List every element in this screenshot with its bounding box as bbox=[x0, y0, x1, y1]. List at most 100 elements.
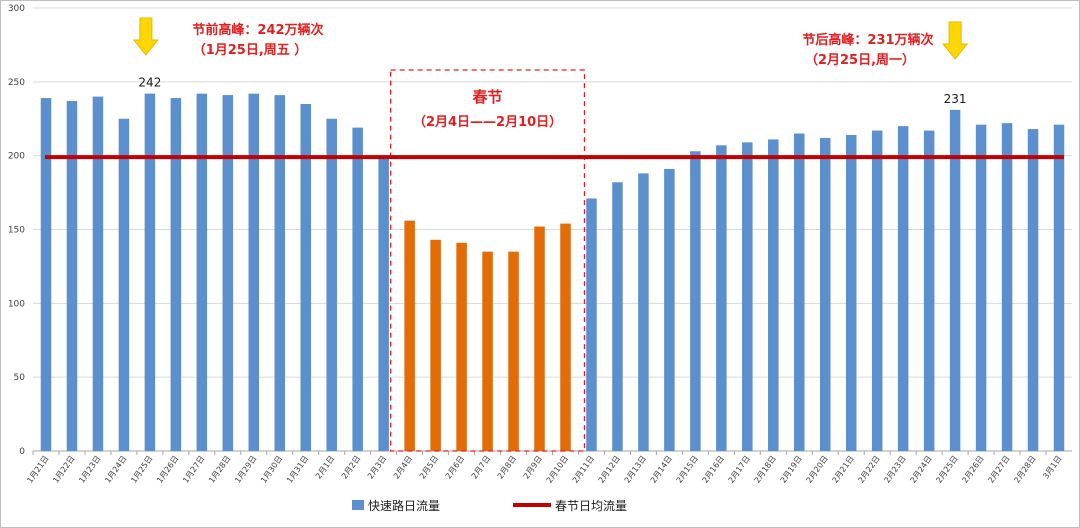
holiday-title: 春节 bbox=[473, 88, 503, 106]
bar bbox=[326, 118, 337, 451]
x-tick-label: 2月13日 bbox=[623, 454, 648, 485]
bar bbox=[196, 93, 208, 451]
bar bbox=[897, 126, 909, 451]
y-tick-label: 250 bbox=[8, 78, 25, 88]
y-tick-label: 0 bbox=[19, 447, 25, 457]
y-axis-ticks: 0 50 100 150 200 250 300 bbox=[8, 4, 25, 457]
bar bbox=[378, 157, 389, 452]
x-tick-label: 1月23日 bbox=[77, 454, 102, 485]
x-tick-label: 2月10日 bbox=[545, 454, 570, 485]
bar bbox=[612, 182, 623, 451]
bar bbox=[871, 130, 883, 451]
bar bbox=[1027, 129, 1039, 451]
bar bbox=[716, 145, 727, 451]
y-tick-label: 300 bbox=[8, 4, 25, 14]
x-tick-label: 2月5日 bbox=[418, 454, 440, 481]
x-tick-label: 1月31日 bbox=[285, 454, 310, 485]
x-tick-label: 2月16日 bbox=[701, 454, 726, 485]
bar bbox=[482, 251, 493, 451]
x-axis-ticks: 1月21日 1月22日 1月23日 1月24日 1月25日 1月26日 1月27日 1月28日… bbox=[25, 451, 1064, 485]
legend-swatch bbox=[352, 500, 364, 510]
x-tick-label: 2月3日 bbox=[366, 454, 388, 481]
bar bbox=[456, 242, 467, 451]
annotation-line: 节前高峰：242万辆次 bbox=[192, 22, 323, 38]
down-arrow-icon bbox=[132, 17, 159, 56]
bar bbox=[222, 95, 234, 451]
peak-label: 231 bbox=[944, 92, 967, 106]
x-tick-label: 1月21日 bbox=[25, 454, 50, 485]
holiday-subtitle: （2月4日——2月10日） bbox=[413, 114, 562, 130]
x-tick-label: 2月14日 bbox=[649, 454, 674, 485]
holiday-box: 春节 （2月4日——2月10日） bbox=[389, 69, 586, 452]
x-tick-label: 2月17日 bbox=[727, 454, 752, 485]
x-tick-label: 1月25日 bbox=[129, 454, 154, 485]
x-tick-label: 2月28日 bbox=[1012, 454, 1037, 485]
x-tick-label: 2月21日 bbox=[831, 454, 856, 485]
bar bbox=[1001, 123, 1013, 452]
bar bbox=[66, 101, 78, 451]
y-tick-label: 200 bbox=[8, 152, 25, 162]
bar bbox=[819, 137, 831, 452]
x-tick-label: 2月8日 bbox=[496, 454, 518, 481]
bar bbox=[845, 134, 857, 451]
annotation-line: （1月25日,周五 ） bbox=[193, 42, 308, 58]
annotation-line: （2月25日,周一） bbox=[805, 52, 915, 68]
x-tick-label: 2月26日 bbox=[960, 454, 985, 485]
bar bbox=[118, 118, 130, 451]
bar bbox=[768, 139, 779, 451]
bar bbox=[638, 173, 649, 452]
bars bbox=[40, 93, 1065, 452]
x-tick-label: 1月22日 bbox=[51, 454, 76, 485]
bar bbox=[949, 109, 961, 451]
x-tick-label: 2月1日 bbox=[314, 454, 336, 481]
y-tick-label: 150 bbox=[8, 226, 25, 236]
bar bbox=[248, 93, 260, 451]
x-tick-label: 2月23日 bbox=[882, 454, 907, 485]
x-tick-label: 2月6日 bbox=[444, 454, 466, 481]
y-tick-label: 100 bbox=[8, 299, 25, 309]
x-tick-label: 3月1日 bbox=[1041, 454, 1063, 481]
x-tick-label: 2月22日 bbox=[857, 454, 882, 485]
bar bbox=[170, 98, 182, 452]
annotation-line: 节后高峰：231万辆次 bbox=[802, 32, 933, 48]
peak-labels: 242 231 bbox=[138, 76, 966, 106]
x-tick-label: 2月2日 bbox=[340, 454, 362, 481]
x-tick-label: 2月15日 bbox=[675, 454, 700, 485]
x-tick-label: 1月24日 bbox=[103, 454, 128, 485]
bar bbox=[508, 251, 519, 451]
bar bbox=[560, 223, 571, 451]
bar bbox=[586, 198, 597, 451]
bar bbox=[975, 124, 987, 451]
bar bbox=[1053, 124, 1065, 451]
bar bbox=[404, 220, 415, 451]
gridlines bbox=[33, 7, 1072, 452]
bar bbox=[274, 95, 286, 451]
bar bbox=[664, 168, 675, 451]
bar bbox=[92, 96, 104, 451]
annotations: 节前高峰：242万辆次 （1月25日,周五 ） 节后高峰：231万辆次 （2月25日,… bbox=[132, 17, 969, 68]
x-tick-label: 2月9日 bbox=[522, 454, 544, 481]
bar bbox=[794, 133, 805, 451]
x-tick-label: 1月30日 bbox=[259, 454, 284, 485]
legend: 快速路日流量 春节日均流量 bbox=[352, 498, 627, 513]
x-tick-label: 1月28日 bbox=[207, 454, 232, 485]
bar bbox=[300, 103, 311, 451]
bar bbox=[534, 226, 545, 451]
x-tick-label: 2月27日 bbox=[986, 454, 1011, 485]
bar bbox=[352, 127, 363, 452]
x-tick-label: 2月7日 bbox=[470, 454, 492, 481]
x-tick-label: 2月12日 bbox=[597, 454, 622, 485]
bar bbox=[742, 142, 753, 452]
down-arrow-icon bbox=[942, 21, 969, 60]
legend-label: 快速路日流量 bbox=[368, 498, 440, 513]
x-tick-label: 2月11日 bbox=[571, 454, 596, 485]
bar bbox=[923, 130, 935, 451]
legend-label: 春节日均流量 bbox=[555, 499, 627, 513]
bar bbox=[144, 93, 156, 451]
x-tick-label: 2月4日 bbox=[392, 454, 414, 481]
bar bbox=[430, 239, 441, 451]
peak-label: 242 bbox=[138, 76, 161, 90]
y-tick-label: 50 bbox=[14, 373, 26, 383]
x-tick-label: 1月27日 bbox=[181, 454, 206, 485]
